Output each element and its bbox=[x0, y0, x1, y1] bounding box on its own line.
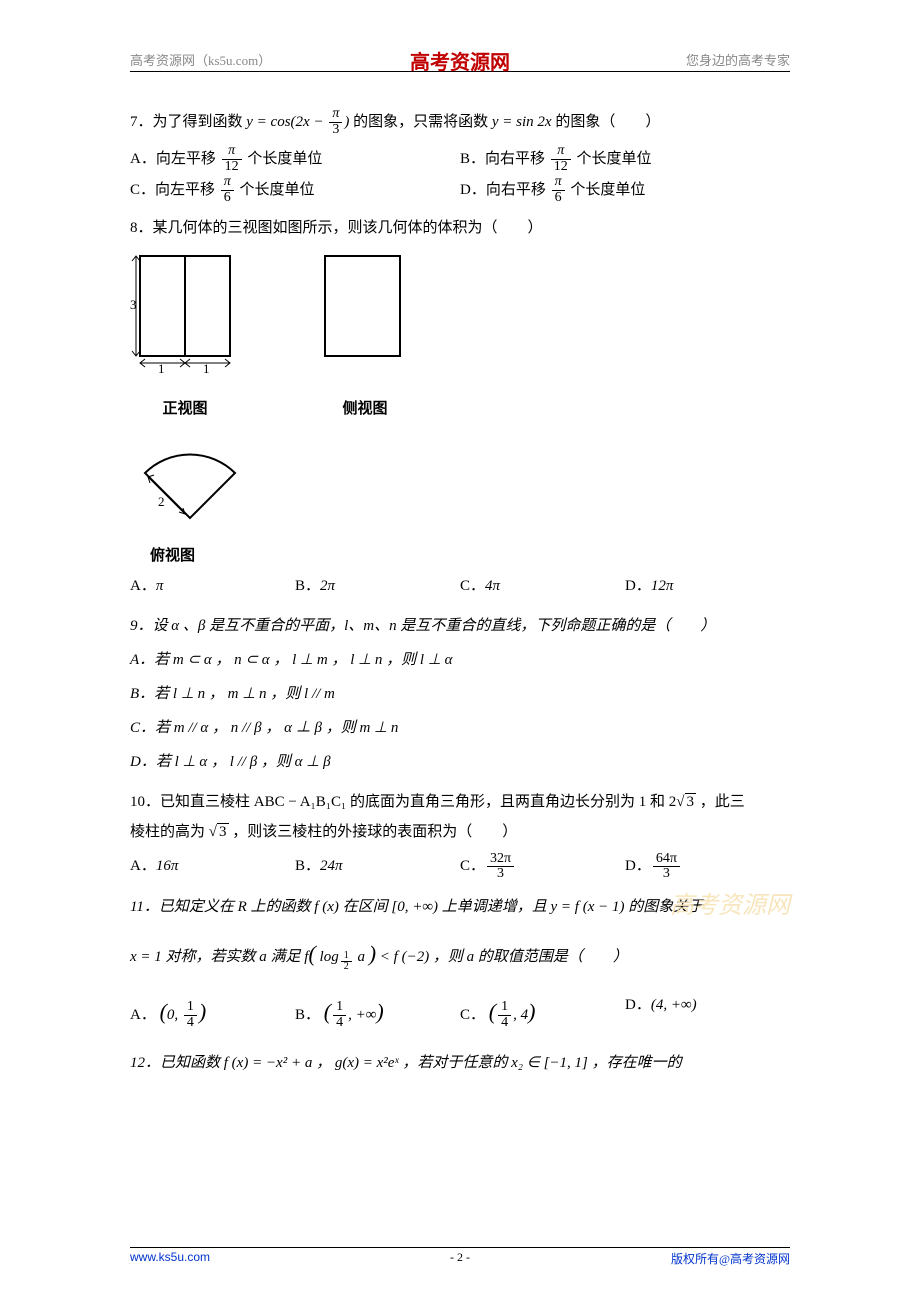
q10-opt-a: A．16π bbox=[130, 851, 295, 882]
footer-url: www.ks5u.com bbox=[130, 1250, 210, 1267]
q7-stem-c: 的图象（ ） bbox=[555, 114, 660, 130]
q11-f-log: f( log12 a ) bbox=[304, 949, 380, 965]
q12-stem: 12．已知函数 f (x) = −x² + a ， g(x) = x²eˣ ，若… bbox=[130, 1055, 682, 1071]
q9-opt-a: A．若 m ⊂ α ， n ⊂ α ， l ⊥ m ， l ⊥ n ，则 l ⊥… bbox=[130, 645, 790, 675]
side-view-svg bbox=[320, 251, 410, 381]
page-footer: www.ks5u.com - 2 - 版权所有@高考资源网 bbox=[130, 1247, 790, 1267]
q8-side-view: 侧视图 bbox=[320, 251, 410, 424]
question-7: 7．为了得到函数 y = cos(2x − π3) 的图象，只需将函数 y = … bbox=[130, 107, 790, 205]
q8-options: A．π B．2π C．4π D．12π bbox=[130, 571, 790, 601]
q8-top-view: 2 俯视图 bbox=[130, 428, 790, 571]
q8-opt-a: A．π bbox=[130, 571, 295, 601]
q10-opt-c: C．32π3 bbox=[460, 851, 625, 882]
front-view-svg: 3 1 1 bbox=[130, 251, 240, 381]
q9-opt-b: B．若 l ⊥ n ， m ⊥ n ，则 l // m bbox=[130, 679, 790, 709]
svg-text:1: 1 bbox=[203, 361, 210, 376]
svg-text:3: 3 bbox=[130, 297, 137, 312]
q7-stem-a: 7．为了得到函数 bbox=[130, 114, 246, 130]
q8-front-view: 3 1 1 正视图 bbox=[130, 251, 240, 424]
question-11: 11．已知定义在 R 上的函数 f (x) 在区间 [0, +∞) 上单调递增，… bbox=[130, 892, 790, 1034]
q10-opt-d: D．64π3 bbox=[625, 851, 790, 882]
q11-opt-d: D．(4, +∞) bbox=[625, 990, 790, 1034]
page-body: 7．为了得到函数 y = cos(2x − π3) 的图象，只需将函数 y = … bbox=[130, 107, 790, 1078]
question-9: 9．设 α 、β 是互不重合的平面，l、m、n 是互不重合的直线，下列命题正确的… bbox=[130, 611, 790, 777]
q7-y2: y = sin 2x bbox=[492, 114, 552, 130]
top-view-svg: 2 bbox=[130, 428, 260, 528]
header-right: 您身边的高考专家 bbox=[686, 50, 790, 69]
q11-line2: x = 1 对称，若实数 a 满足 f( log12 a ) < f (−2) … bbox=[130, 932, 790, 976]
footer-page-number: - 2 - bbox=[450, 1250, 470, 1265]
q7-opt-c: C．向左平移 π6 个长度单位 bbox=[130, 175, 460, 206]
q8-stem: 8．某几何体的三视图如图所示，则该几何体的体积为（ ） bbox=[130, 213, 790, 243]
question-10: 10．已知直三棱柱 ABC − A₁B₁C₁ 的底面为直角三角形，且两直角边长分… bbox=[130, 787, 790, 882]
header-center: 高考资源网 bbox=[410, 46, 510, 75]
q11-opt-c: C． (14, 4) bbox=[460, 990, 625, 1034]
q8-figures: 3 1 1 正视图 侧视图 bbox=[130, 251, 790, 424]
q11-line1: 11．已知定义在 R 上的函数 f (x) 在区间 [0, +∞) 上单调递增，… bbox=[130, 892, 790, 922]
q7-opt-b: B．向右平移 π12 个长度单位 bbox=[460, 144, 790, 175]
q11-opt-a: A． (0, 14) bbox=[130, 990, 295, 1034]
question-8: 8．某几何体的三视图如图所示，则该几何体的体积为（ ） 3 1 bbox=[130, 213, 790, 601]
page-header: 高考资源网（ks5u.com） 高考资源网 您身边的高考专家 bbox=[130, 50, 790, 72]
front-view-caption: 正视图 bbox=[130, 394, 240, 424]
q7-stem-b: 的图象，只需将函数 bbox=[353, 114, 492, 130]
q10-line1: 10．已知直三棱柱 ABC − A₁B₁C₁ 的底面为直角三角形，且两直角边长分… bbox=[130, 787, 790, 817]
q7-opt-a: A．向左平移 π12 个长度单位 bbox=[130, 144, 460, 175]
q8-opt-b: B．2π bbox=[295, 571, 460, 601]
q7-opt-d: D．向右平移 π6 个长度单位 bbox=[460, 175, 790, 206]
q10-opt-b: B．24π bbox=[295, 851, 460, 882]
svg-text:1: 1 bbox=[158, 361, 165, 376]
q8-opt-c: C．4π bbox=[460, 571, 625, 601]
page: 高考资源网（ks5u.com） 高考资源网 您身边的高考专家 7．为了得到函数 … bbox=[0, 0, 920, 1302]
q7-y1: y = cos(2x − π3) bbox=[246, 114, 353, 130]
question-12: 12．已知函数 f (x) = −x² + a ， g(x) = x²eˣ ，若… bbox=[130, 1048, 790, 1078]
footer-copyright: 版权所有@高考资源网 bbox=[671, 1250, 790, 1267]
header-left: 高考资源网（ks5u.com） bbox=[130, 50, 271, 69]
q9-opt-c: C．若 m // α ， n // β ， α ⊥ β ，则 m ⊥ n bbox=[130, 713, 790, 743]
q10-options: A．16π B．24π C．32π3 D．64π3 bbox=[130, 851, 790, 882]
svg-text:2: 2 bbox=[158, 494, 165, 509]
q9-stem: 9．设 α 、β 是互不重合的平面，l、m、n 是互不重合的直线，下列命题正确的… bbox=[130, 611, 790, 641]
sqrt-icon: √3 bbox=[209, 817, 229, 847]
q7-frac-pi-3: π3 bbox=[329, 107, 342, 137]
top-view-caption: 俯视图 bbox=[150, 541, 790, 571]
q8-opt-d: D．12π bbox=[625, 571, 790, 601]
side-view-caption: 侧视图 bbox=[320, 394, 410, 424]
q9-opt-d: D．若 l ⊥ α ， l // β ，则 α ⊥ β bbox=[130, 747, 790, 777]
q7-options: A．向左平移 π12 个长度单位 B．向右平移 π12 个长度单位 C．向左平移… bbox=[130, 144, 790, 206]
q11-options: A． (0, 14) B． (14, +∞) C． (14, 4) D．(4, … bbox=[130, 990, 790, 1034]
q10-line2: 棱柱的高为 √3 ，则该三棱柱的外接球的表面积为（ ） bbox=[130, 817, 790, 847]
sqrt-icon: √3 bbox=[676, 787, 696, 817]
q11-opt-b: B． (14, +∞) bbox=[295, 990, 460, 1034]
